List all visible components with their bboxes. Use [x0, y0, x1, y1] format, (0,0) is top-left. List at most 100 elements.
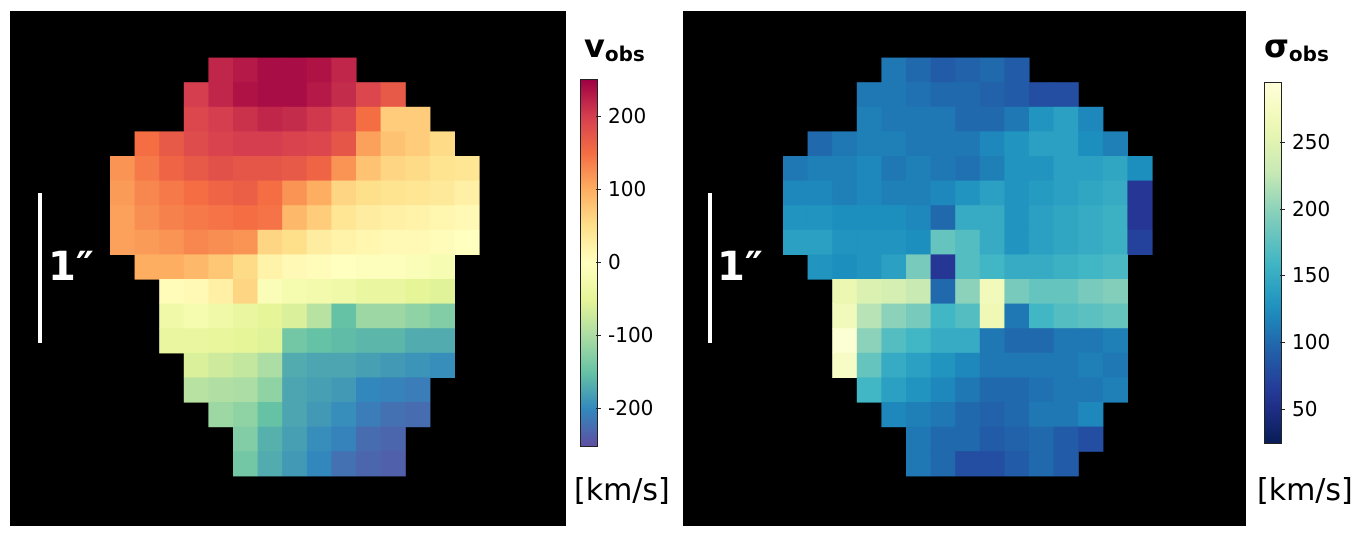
map-cell — [208, 205, 234, 231]
map-cell — [159, 254, 185, 280]
map-cell — [881, 82, 907, 108]
velocity-colorbar — [580, 79, 598, 447]
map-cell — [930, 156, 956, 182]
map-cell — [1004, 229, 1030, 255]
map-cell — [380, 131, 406, 157]
map-cell — [807, 156, 833, 182]
map-cell — [282, 229, 308, 255]
map-cell — [257, 303, 283, 329]
map-cell — [282, 180, 308, 206]
map-cell — [979, 156, 1005, 182]
map-cell — [380, 106, 406, 132]
map-cell — [405, 328, 431, 354]
map-cell — [183, 180, 209, 206]
map-cell — [233, 303, 259, 329]
colorbar-tick-label: -100 — [608, 323, 654, 348]
map-cell — [1029, 377, 1055, 403]
map-cell — [955, 156, 981, 182]
map-cell — [930, 377, 956, 403]
map-cell — [257, 131, 283, 157]
map-cell — [257, 279, 283, 305]
map-cell — [257, 106, 283, 132]
map-cell — [1102, 254, 1128, 280]
map-cell — [183, 377, 209, 403]
map-cell — [881, 402, 907, 428]
map-cell — [331, 328, 357, 354]
map-cell — [955, 180, 981, 206]
map-cell — [429, 180, 455, 206]
map-cell — [356, 229, 382, 255]
colorbar-tick-mark — [1280, 342, 1285, 343]
map-cell — [331, 451, 357, 477]
map-cell — [1102, 352, 1128, 378]
map-cell — [1053, 377, 1079, 403]
map-cell — [257, 426, 283, 452]
map-cell — [454, 205, 480, 231]
map-cell — [183, 303, 209, 329]
colorbar-tick-label: 250 — [1292, 130, 1331, 154]
map-cell — [429, 303, 455, 329]
map-cell — [1102, 328, 1128, 354]
map-cell — [881, 328, 907, 354]
map-cell — [208, 402, 234, 428]
velocity-map — [110, 57, 480, 477]
map-cell — [1053, 328, 1079, 354]
map-cell — [1053, 426, 1079, 452]
map-cell — [1004, 254, 1030, 280]
map-cell — [257, 82, 283, 108]
map-cell — [1053, 106, 1079, 132]
map-cell — [331, 205, 357, 231]
map-cell — [208, 131, 234, 157]
map-cell — [856, 229, 882, 255]
map-cell — [282, 82, 308, 108]
map-cell — [1053, 205, 1079, 231]
dispersion-title-symbol: σ — [1264, 27, 1289, 65]
map-cell — [159, 229, 185, 255]
map-cell — [306, 451, 332, 477]
map-cell — [405, 279, 431, 305]
map-cell — [1127, 229, 1153, 255]
map-cell — [282, 156, 308, 182]
map-cell — [979, 82, 1005, 108]
map-cell — [906, 131, 932, 157]
map-cell — [856, 279, 882, 305]
map-cell — [832, 328, 858, 354]
map-cell — [906, 402, 932, 428]
map-cell — [306, 279, 332, 305]
map-cell — [233, 377, 259, 403]
colorbar-tick-label: 100 — [1292, 330, 1331, 354]
map-cell — [1078, 106, 1104, 132]
map-cell — [208, 303, 234, 329]
map-cell — [955, 426, 981, 452]
map-cell — [454, 180, 480, 206]
map-cell — [331, 180, 357, 206]
dispersion-colorbar-unit: [km/s] — [1257, 473, 1353, 508]
map-cell — [331, 426, 357, 452]
map-cell — [1078, 254, 1104, 280]
map-cell — [1029, 279, 1055, 305]
map-cell — [356, 328, 382, 354]
map-cell — [881, 156, 907, 182]
map-cell — [429, 328, 455, 354]
map-cell — [306, 377, 332, 403]
map-cell — [881, 254, 907, 280]
map-cell — [331, 106, 357, 132]
map-cell — [1053, 131, 1079, 157]
map-cell — [134, 229, 160, 255]
map-cell — [331, 377, 357, 403]
map-cell — [405, 352, 431, 378]
map-cell — [832, 205, 858, 231]
map-cell — [1053, 82, 1079, 108]
map-cell — [380, 254, 406, 280]
map-cell — [1004, 131, 1030, 157]
map-cell — [955, 106, 981, 132]
map-cell — [930, 426, 956, 452]
colorbar-tick-mark — [1280, 275, 1285, 277]
map-cell — [208, 254, 234, 280]
map-cell — [979, 451, 1005, 477]
map-cell — [930, 205, 956, 231]
map-cell — [930, 402, 956, 428]
map-cell — [783, 205, 809, 231]
map-cell — [233, 229, 259, 255]
map-cell — [979, 303, 1005, 329]
